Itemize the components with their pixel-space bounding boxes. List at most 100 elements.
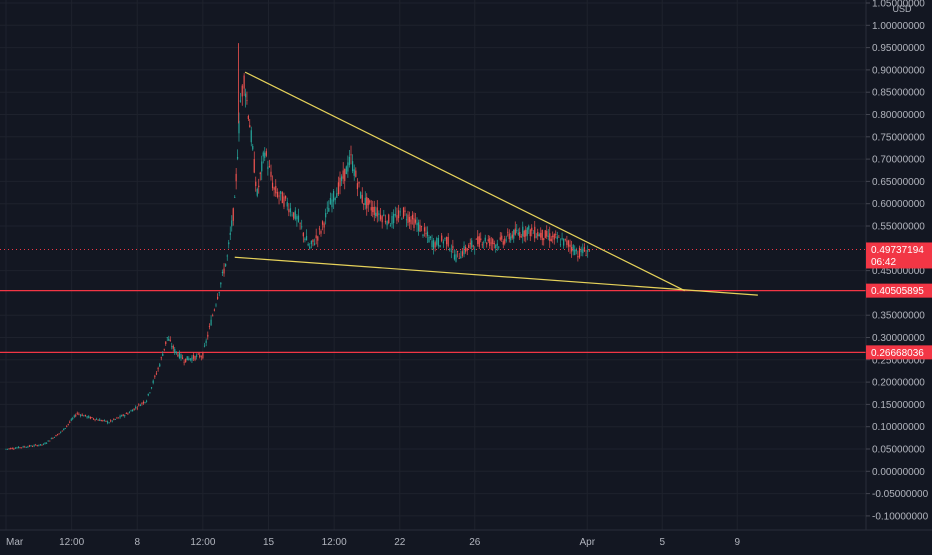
candle-body bbox=[493, 243, 495, 245]
trendline[interactable] bbox=[244, 71, 686, 292]
candle-body bbox=[231, 220, 233, 227]
price-axis[interactable]: USD 1.05000000 1.00000000 0.95000000 0.9000… bbox=[866, 0, 929, 522]
candle-body bbox=[130, 410, 132, 412]
candle-body bbox=[70, 419, 72, 421]
candle-body bbox=[122, 414, 124, 416]
candle-body bbox=[299, 222, 301, 224]
candle-body bbox=[105, 420, 107, 422]
candle-body bbox=[353, 169, 355, 176]
candle-body bbox=[78, 413, 80, 415]
trendlines[interactable] bbox=[234, 71, 758, 296]
candle-body bbox=[25, 447, 27, 448]
candle-body bbox=[432, 240, 435, 250]
candle-body bbox=[499, 237, 501, 240]
candle-body bbox=[285, 195, 287, 199]
candle-body bbox=[14, 447, 16, 449]
candle-body bbox=[547, 235, 549, 237]
candle-body bbox=[513, 229, 515, 239]
candle-body bbox=[197, 353, 199, 355]
candle-body bbox=[582, 248, 584, 254]
candle-body bbox=[490, 242, 492, 244]
candle-body bbox=[49, 440, 51, 442]
candle-body bbox=[504, 238, 506, 244]
candle-body bbox=[147, 393, 149, 396]
candle-body bbox=[188, 358, 190, 361]
candle-body bbox=[100, 420, 102, 422]
candle-body bbox=[128, 412, 131, 413]
candle-body bbox=[389, 225, 391, 227]
candle-body bbox=[450, 250, 452, 252]
candle-body bbox=[397, 210, 400, 219]
candle-body bbox=[239, 100, 241, 102]
candle-body bbox=[39, 444, 41, 446]
candle-body bbox=[531, 227, 533, 231]
candle-body bbox=[270, 171, 272, 177]
candle-body bbox=[361, 194, 363, 203]
candle-body bbox=[215, 304, 217, 306]
candle-body bbox=[199, 355, 201, 358]
trendline[interactable] bbox=[234, 256, 758, 296]
candle-body bbox=[495, 245, 497, 249]
candle-body bbox=[21, 447, 23, 449]
candle-body bbox=[378, 213, 380, 215]
candle-body bbox=[541, 229, 543, 241]
candle-body bbox=[262, 152, 264, 157]
candle-body bbox=[358, 182, 360, 184]
candle-body bbox=[174, 349, 176, 353]
candle-body bbox=[229, 232, 231, 235]
candle-body bbox=[135, 407, 137, 409]
candle-body bbox=[342, 170, 344, 179]
candle-body bbox=[373, 206, 375, 216]
candle-body bbox=[61, 430, 63, 432]
candle-body bbox=[561, 237, 563, 240]
y-tick-label: -0.05000000 bbox=[872, 489, 929, 500]
candle-body bbox=[320, 230, 322, 234]
candle-body bbox=[472, 245, 474, 247]
candle-body bbox=[559, 244, 562, 246]
candle-body bbox=[31, 446, 34, 448]
candle-body bbox=[238, 120, 240, 134]
candle-body bbox=[35, 444, 37, 446]
candle-body bbox=[417, 222, 420, 232]
x-tick-label: 12:00 bbox=[190, 537, 215, 548]
candle-body bbox=[455, 254, 457, 262]
candle-body bbox=[352, 161, 354, 172]
candle-body bbox=[449, 248, 451, 251]
candle-body bbox=[283, 196, 285, 207]
candle-body bbox=[267, 166, 269, 170]
x-tick-label: 5 bbox=[659, 537, 665, 548]
candle-body bbox=[91, 417, 93, 418]
candle-body bbox=[27, 446, 29, 448]
last-price-label: 0.49737194 bbox=[871, 245, 924, 256]
candle-body bbox=[369, 200, 371, 203]
candle-body bbox=[436, 237, 438, 245]
candle-body bbox=[196, 355, 198, 357]
candle-body bbox=[321, 221, 324, 225]
candle-body bbox=[447, 236, 449, 247]
candle-body bbox=[244, 93, 247, 98]
candle-body bbox=[41, 444, 43, 446]
candle-body bbox=[88, 416, 90, 418]
time-axis[interactable]: Mar 12:00 8 12:00 15 12:00 22 26 Apr 5 9 bbox=[6, 537, 740, 548]
y-tick-label: 0.05000000 bbox=[872, 445, 925, 456]
candle-body bbox=[160, 357, 162, 359]
candle-body bbox=[203, 345, 206, 347]
candle-body bbox=[73, 415, 75, 417]
candle-body bbox=[422, 234, 424, 236]
candle-body bbox=[404, 210, 406, 212]
candle-body bbox=[344, 168, 346, 181]
candle-body bbox=[549, 233, 551, 242]
candle-body bbox=[232, 208, 234, 221]
candle-body bbox=[136, 407, 138, 409]
candle-body bbox=[510, 236, 512, 241]
horizontal-levels[interactable] bbox=[0, 290, 866, 353]
level-badge bbox=[866, 283, 932, 298]
candle-body bbox=[265, 151, 267, 156]
candle-body bbox=[141, 402, 143, 404]
candle-body bbox=[441, 235, 443, 241]
candle-body bbox=[528, 225, 530, 230]
candle-body bbox=[550, 238, 552, 242]
candle-body bbox=[587, 250, 589, 252]
